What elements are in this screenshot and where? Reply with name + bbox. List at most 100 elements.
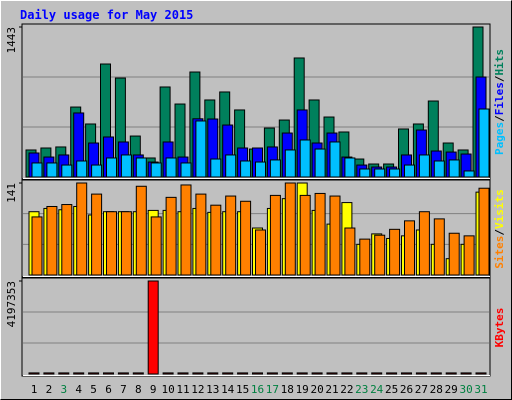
bar — [478, 108, 490, 178]
y-tick-label: 141 — [5, 183, 18, 203]
bar — [210, 204, 222, 276]
x-tick-label: 13 — [206, 383, 219, 396]
x-tick-label: 26 — [400, 383, 413, 396]
bar — [58, 372, 70, 375]
legend: KBytes — [493, 308, 506, 348]
bar — [28, 372, 40, 375]
legend-entry: Files — [493, 82, 506, 115]
bar — [460, 372, 472, 375]
bar — [180, 162, 192, 178]
legend-entry: Hits — [493, 49, 506, 76]
x-tick-label: 16 — [251, 383, 264, 396]
bar — [31, 216, 43, 276]
bar — [76, 182, 88, 276]
bar — [91, 164, 103, 178]
bar — [299, 139, 311, 178]
bar — [341, 372, 353, 375]
bar — [165, 196, 177, 276]
bar — [401, 372, 412, 375]
bar — [165, 157, 177, 178]
bar — [389, 168, 401, 178]
bar — [329, 195, 341, 276]
bar — [284, 182, 296, 276]
bar — [150, 162, 162, 178]
bar — [225, 195, 237, 276]
bar — [478, 187, 490, 276]
x-tick-label: 18 — [281, 383, 294, 396]
bar — [463, 235, 475, 276]
bar — [120, 211, 132, 276]
bar — [386, 372, 398, 375]
bar — [225, 154, 237, 178]
x-tick-label: 30 — [459, 383, 472, 396]
bar — [418, 154, 430, 178]
y-tick-label: 1443 — [5, 27, 18, 54]
bar — [61, 164, 73, 178]
bar — [177, 372, 189, 375]
bar — [192, 372, 204, 375]
x-tick-label: 25 — [385, 383, 398, 396]
bar — [329, 141, 341, 178]
y-tick-label: 4197353 — [5, 281, 18, 327]
bar — [404, 164, 415, 178]
plot-area — [21, 277, 491, 377]
x-tick-label: 15 — [236, 383, 249, 396]
legend-entry: Sites — [493, 236, 506, 269]
bar — [359, 238, 371, 276]
x-tick-label: 28 — [430, 383, 443, 396]
bar — [344, 227, 356, 276]
bar — [195, 193, 207, 276]
legend-separator: / — [493, 115, 506, 122]
x-tick-label: 9 — [150, 383, 157, 396]
bar — [299, 194, 311, 276]
bar — [448, 159, 460, 178]
bar — [135, 185, 147, 276]
bar — [314, 192, 326, 276]
bar — [106, 157, 117, 178]
x-tick-label: 7 — [120, 383, 127, 396]
bar — [430, 372, 442, 375]
bar — [120, 154, 132, 178]
bar — [180, 184, 192, 276]
x-tick-label: 10 — [161, 383, 174, 396]
bar — [281, 372, 293, 375]
bar — [106, 211, 117, 276]
legend: Pages/Files/Hits — [493, 49, 506, 155]
bar — [162, 372, 174, 375]
x-tick-label: 24 — [370, 383, 384, 396]
x-tick-label: 14 — [221, 383, 235, 396]
bar — [356, 372, 368, 375]
chart-title: Daily usage for May 2015 — [20, 8, 193, 22]
bar — [445, 372, 457, 375]
bar — [255, 229, 266, 276]
bar — [311, 372, 323, 375]
x-tick-label: 11 — [176, 383, 189, 396]
bar — [344, 157, 356, 178]
bar — [389, 228, 401, 276]
x-tick-label: 31 — [474, 383, 487, 396]
legend-entry: KBytes — [493, 308, 506, 348]
bar — [237, 372, 249, 375]
bar — [207, 372, 219, 375]
x-tick-label: 8 — [135, 383, 142, 396]
x-tick-label: 3 — [60, 383, 67, 396]
bar — [266, 372, 278, 375]
legend-entry: Visits — [493, 189, 506, 229]
bar — [43, 372, 55, 375]
legend-separator: / — [493, 75, 506, 82]
bar — [76, 160, 88, 178]
x-tick-label: 23 — [355, 383, 368, 396]
bar — [404, 220, 415, 276]
bar — [433, 218, 445, 276]
x-tick-label: 20 — [310, 383, 323, 396]
legend: Sites/Visits — [493, 189, 506, 269]
bar — [284, 149, 296, 178]
bar — [252, 372, 263, 375]
bar — [103, 372, 114, 375]
bar — [374, 168, 386, 178]
bar — [61, 204, 73, 276]
bar — [326, 372, 338, 375]
bar — [418, 211, 430, 276]
